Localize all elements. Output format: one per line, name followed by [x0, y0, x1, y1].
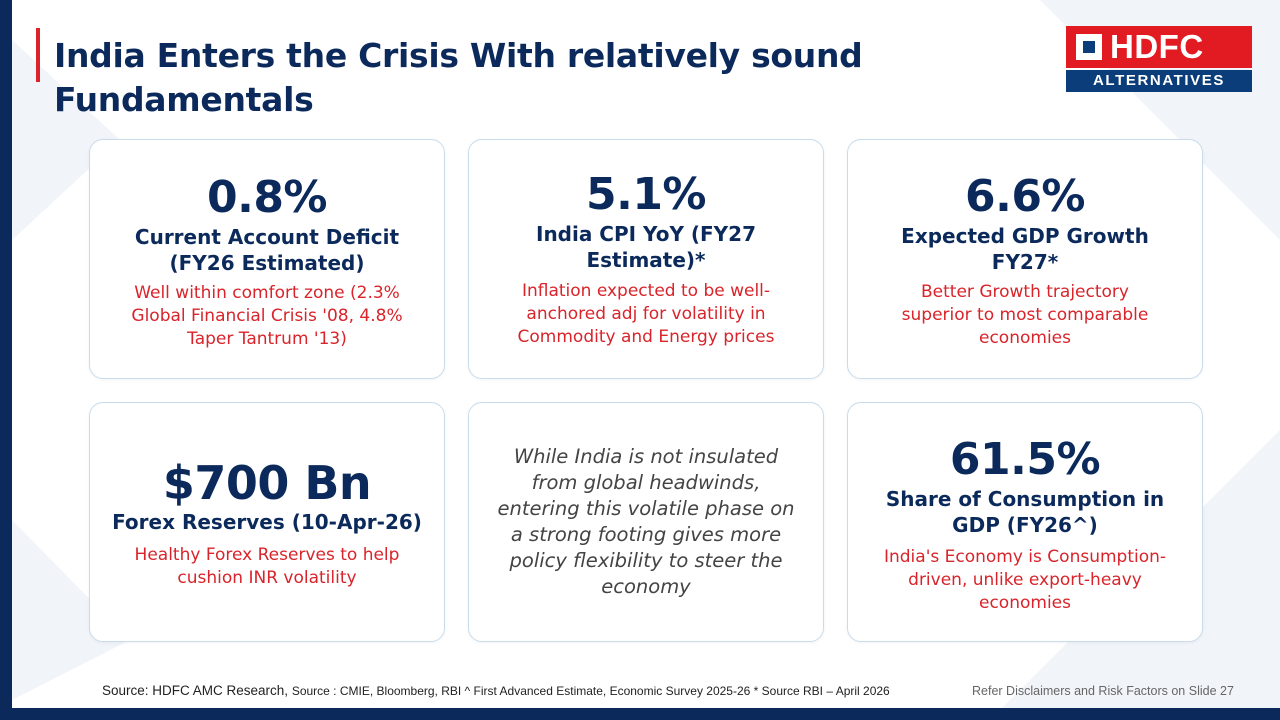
card-description: Healthy Forex Reserves to help cushion I… — [134, 545, 400, 588]
card-value: 0.8% — [206, 172, 328, 223]
card-label: Share of Consumption in GDP (FY26^) — [885, 487, 1165, 537]
left-accent-bar — [0, 0, 12, 720]
hdfc-mark-icon — [1076, 34, 1102, 60]
hdfc-logo: HDFC ALTERNATIVES — [1066, 26, 1252, 92]
source-main: Source: HDFC AMC Research, — [102, 683, 289, 698]
summary-quote: While India is not insulated from global… — [497, 445, 795, 598]
card-description: India's Economy is Consumption-driven, u… — [883, 547, 1167, 613]
bottom-accent-bar — [0, 708, 1280, 720]
card-current-account-deficit: 0.8% Current Account Deficit (FY26 Estim… — [89, 139, 445, 379]
card-summary-quote: While India is not insulated from global… — [468, 402, 824, 642]
card-value: $700 Bn — [162, 456, 372, 510]
logo-top-band: HDFC — [1066, 26, 1252, 68]
card-forex-reserves: $700 Bn Forex Reserves (10-Apr-26) Healt… — [89, 402, 445, 642]
card-description: Inflation expected to be well-anchored a… — [517, 281, 775, 347]
logo-name: HDFC — [1110, 28, 1204, 65]
card-description: Well within comfort zone (2.3% Global Fi… — [131, 283, 403, 349]
card-label: Expected GDP Growth FY27* — [901, 224, 1149, 274]
card-value: 6.6% — [964, 171, 1086, 222]
source-detail: Source : CMIE, Bloomberg, RBI ^ First Ad… — [291, 684, 890, 698]
card-value: 61.5% — [949, 434, 1101, 485]
title-accent — [36, 28, 40, 82]
card-value: 5.1% — [585, 169, 707, 220]
card-expected-gdp-growth: 6.6% Expected GDP Growth FY27* Better Gr… — [847, 139, 1203, 379]
footer-source: Source: HDFC AMC Research, Source : CMIE… — [102, 682, 890, 700]
card-description: Better Growth trajectory superior to mos… — [901, 282, 1149, 348]
card-label: Forex Reserves (10-Apr-26) — [112, 510, 422, 534]
footer-disclaimer: Refer Disclaimers and Risk Factors on Sl… — [972, 684, 1234, 698]
logo-tagline: ALTERNATIVES — [1066, 70, 1252, 92]
card-india-cpi: 5.1% India CPI YoY (FY27 Estimate)* Infl… — [468, 139, 824, 379]
card-share-of-consumption: 61.5% Share of Consumption in GDP (FY26^… — [847, 402, 1203, 642]
slide-title: India Enters the Crisis With relatively … — [54, 36, 863, 119]
card-label: Current Account Deficit (FY26 Estimated) — [134, 225, 400, 275]
card-label: India CPI YoY (FY27 Estimate)* — [536, 222, 756, 272]
